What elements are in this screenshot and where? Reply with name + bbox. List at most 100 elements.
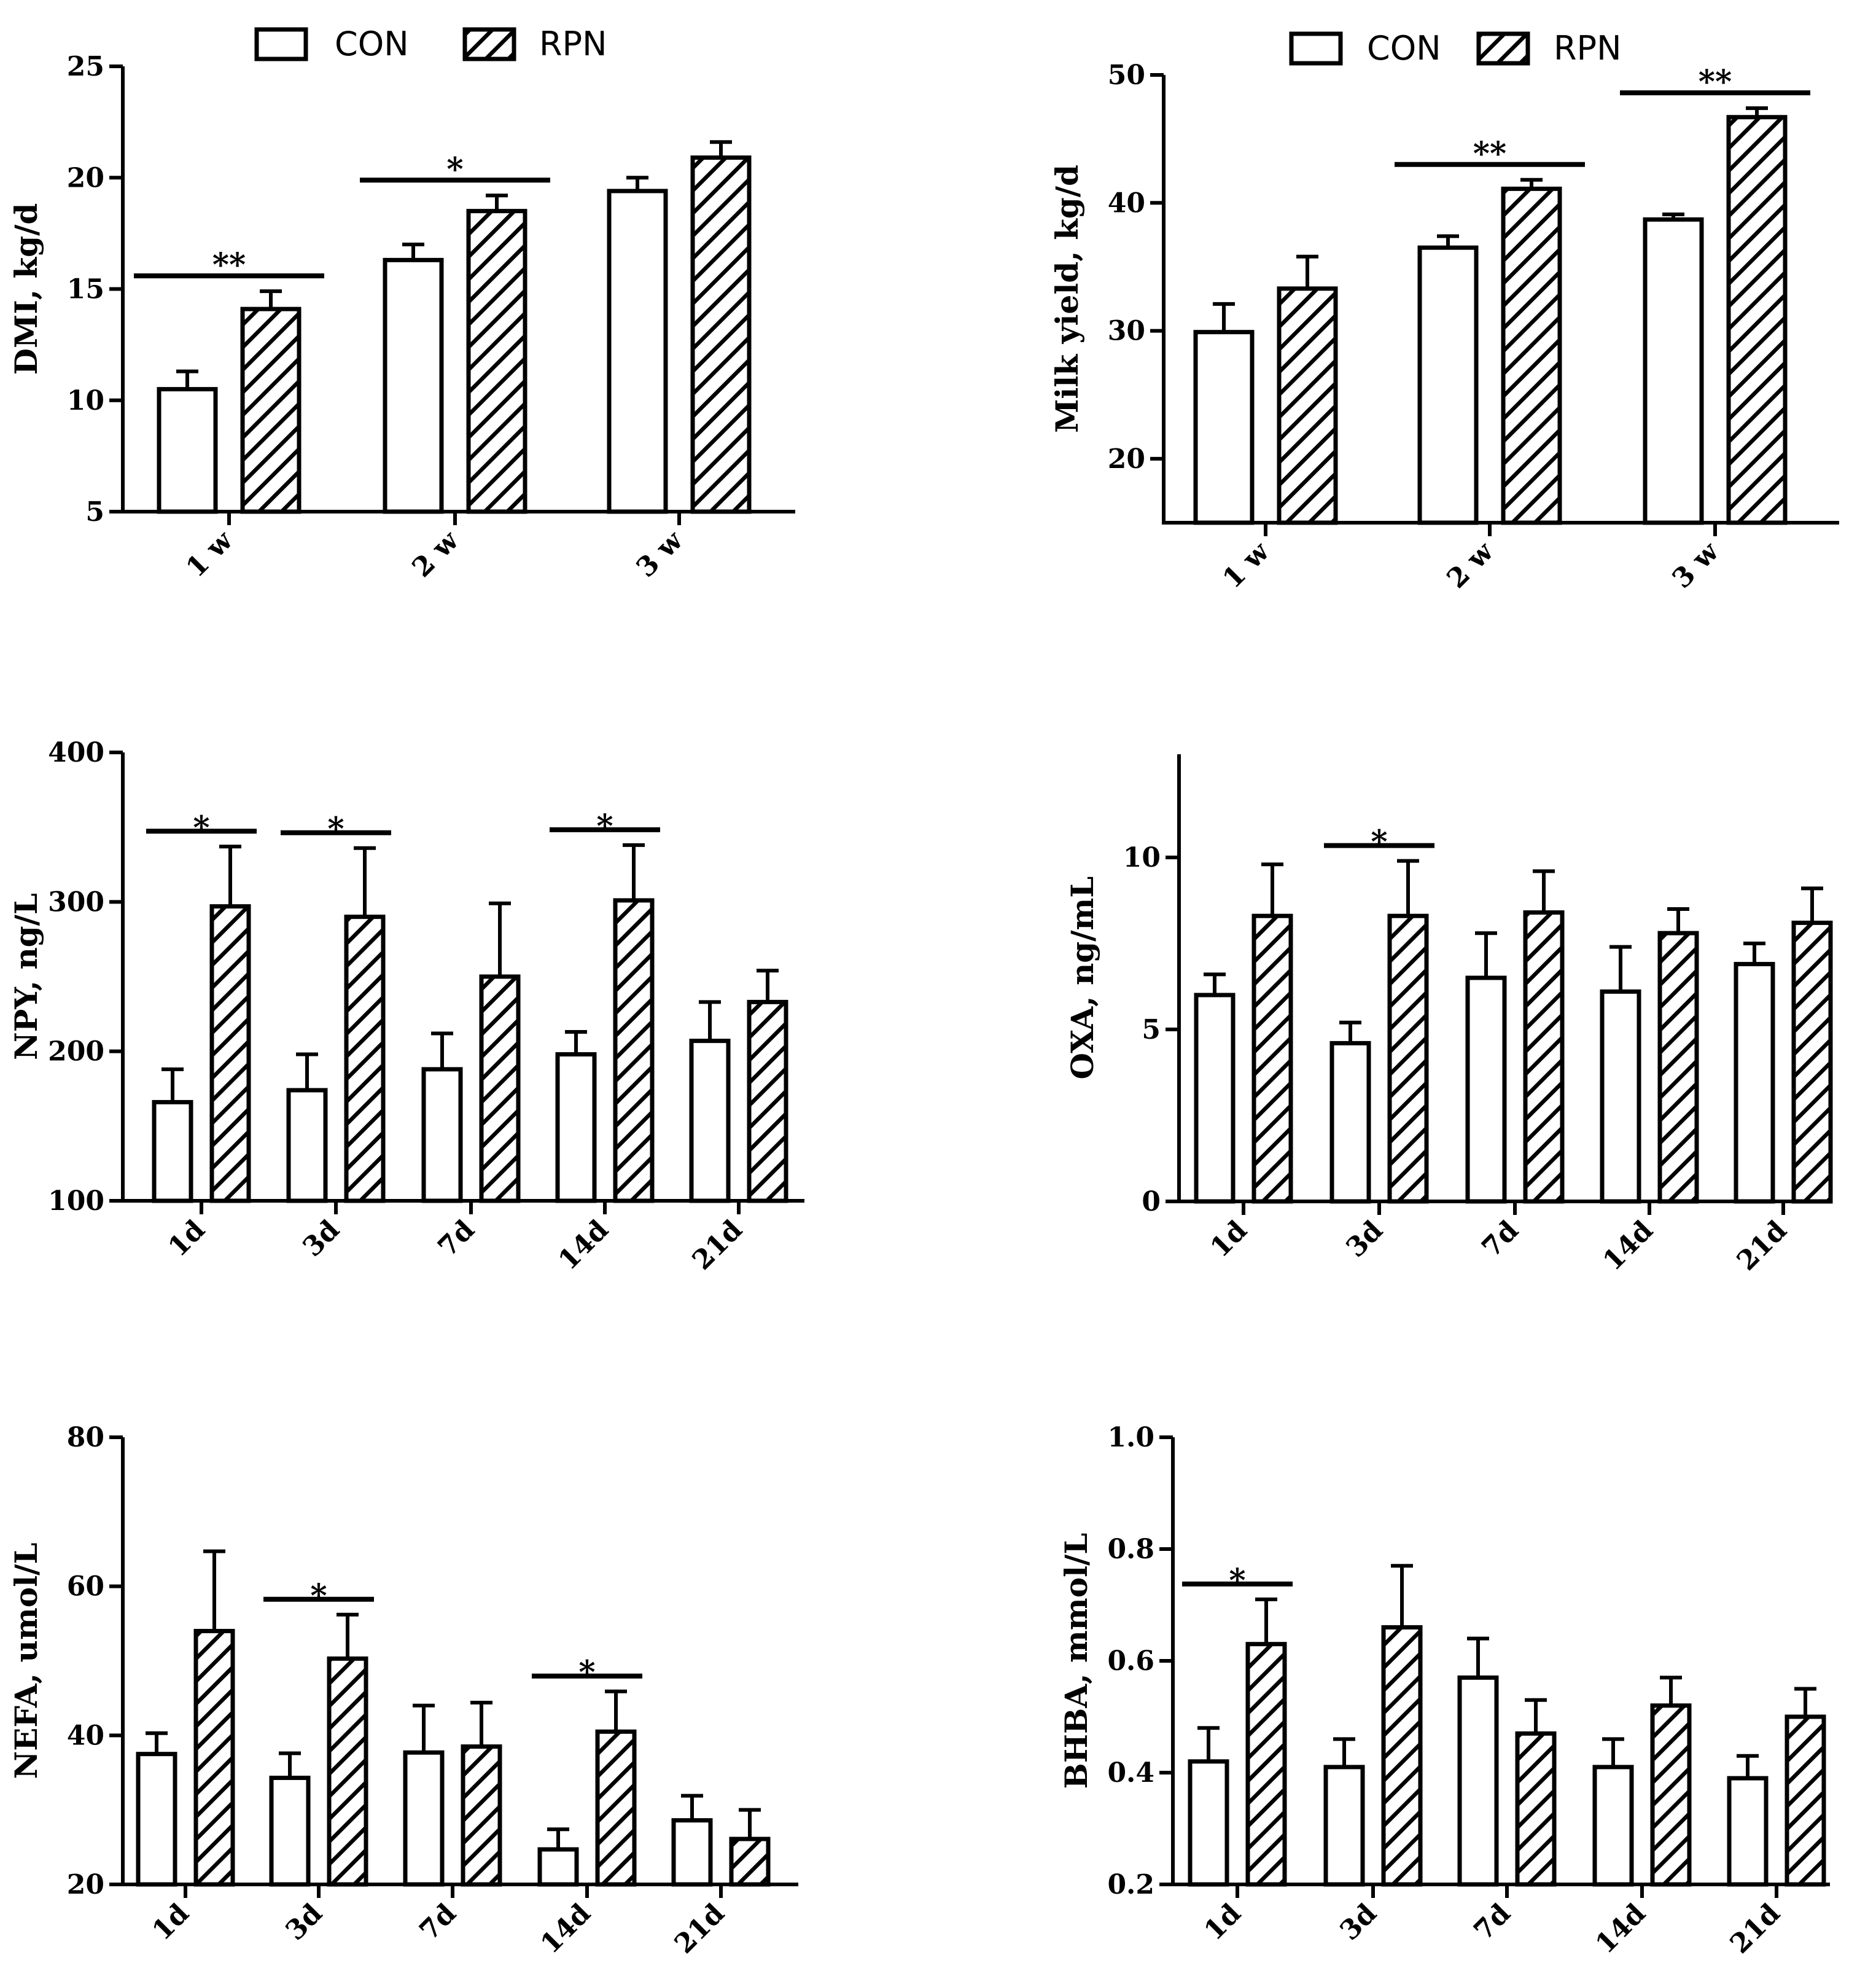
significance-label: * [578, 1654, 595, 1692]
bar-rpn [479, 974, 521, 1203]
bar-con [286, 1088, 328, 1203]
x-tick-label: 7d [413, 1898, 462, 1946]
bar-con [537, 1847, 579, 1887]
significance-label: * [446, 150, 463, 188]
bar-con [152, 1099, 193, 1203]
legend-2: CON RPN [1289, 29, 1621, 68]
bar-con [269, 1775, 311, 1887]
bar-rpn [1515, 1731, 1557, 1887]
bar-con [1592, 1765, 1634, 1887]
panel-oxa: 0 5 10 OXA, ng/mL 1d 3d 7d 14d 21d * [1064, 754, 1833, 1277]
x-tick-label: 14d [1597, 1215, 1659, 1277]
y-tick-label: 200 [48, 1036, 104, 1068]
y-tick-label: 0.6 [1107, 1645, 1154, 1677]
bar-con [689, 1039, 731, 1203]
x-tick-label: 2 w [1441, 536, 1500, 595]
y-tick-label: 0.8 [1107, 1534, 1154, 1565]
x-tick-label: 3d [279, 1898, 328, 1946]
bar-rpn [1726, 115, 1788, 525]
x-tick-label: 1d [1198, 1898, 1247, 1946]
bar-con [403, 1750, 445, 1887]
x-tick-label: 3d [297, 1214, 345, 1263]
x-tick-label: 1d [162, 1214, 211, 1263]
bar-con [1457, 1675, 1499, 1887]
x-tick-label: 1 w [1216, 536, 1275, 595]
y-tick-label: 300 [48, 886, 104, 918]
bar-con [1734, 962, 1775, 1204]
legend-label-con: CON [1367, 29, 1441, 68]
bar-con [136, 1752, 177, 1887]
y-tick-label: 5 [1142, 1014, 1161, 1045]
bar-con [1188, 1759, 1229, 1887]
y-axis-title: NEFA, umol/L [8, 1542, 44, 1779]
legend-swatch-con [1289, 31, 1343, 66]
y-tick-label: 400 [48, 737, 104, 768]
y-axis-title: DMI, kg/d [8, 203, 44, 375]
significance-label: * [310, 1577, 327, 1615]
legend-swatch-rpn [1476, 31, 1530, 66]
bar-rpn [1657, 931, 1699, 1204]
x-tick-label: 14d [1590, 1898, 1652, 1960]
bar-rpn [747, 999, 788, 1203]
significance-label: * [327, 811, 344, 848]
bar-rpn [209, 904, 251, 1203]
bar-con [157, 387, 218, 514]
x-tick-label: 3 w [630, 525, 689, 584]
x-tick-label: 3d [1340, 1215, 1388, 1263]
x-tick-label: 3d [1334, 1898, 1382, 1946]
y-axis-title: NPY, ng/L [8, 893, 44, 1060]
y-tick-label: 40 [1108, 187, 1145, 219]
y-tick-label: 25 [67, 51, 104, 82]
bar-rpn [1277, 286, 1338, 525]
significance-label: * [1229, 1562, 1245, 1599]
x-tick-label: 7d [432, 1214, 480, 1263]
bar-rpn [240, 306, 302, 514]
y-tick-label: 10 [1123, 842, 1161, 873]
bar-con [671, 1818, 713, 1887]
x-tick-label: 7d [1468, 1898, 1516, 1946]
y-tick-label: 20 [67, 162, 104, 193]
bar-rpn [1650, 1703, 1692, 1887]
y-tick-label: 20 [67, 1869, 104, 1900]
significance-label: ** [1473, 135, 1506, 173]
bar-con [383, 257, 444, 514]
panel-bhba: 0.2 0.4 0.6 0.8 1.0 BHBA, mmol/L 1d 3d 7d 14d 21d * [1058, 1422, 1830, 1960]
x-tick-label: 1d [1204, 1215, 1253, 1263]
bar-rpn [1387, 913, 1429, 1204]
y-tick-label: 0.4 [1107, 1757, 1154, 1789]
bar-con [1329, 1040, 1371, 1204]
x-tick-label: 21d [669, 1898, 731, 1960]
bar-rpn [1501, 186, 1562, 525]
bar-con [1643, 217, 1704, 525]
bar-con [607, 189, 668, 514]
bar-rpn [1381, 1625, 1423, 1887]
bar-con [421, 1067, 463, 1203]
x-tick-label: 7d [1476, 1215, 1524, 1263]
bar-con [1193, 330, 1255, 525]
bar-con [1417, 245, 1479, 525]
bar-con [1600, 989, 1641, 1204]
bar-con [1323, 1765, 1365, 1887]
panel-npy: 100 200 300 400 NPY, ng/L 1d 3d 7d 14d 21d * * * [8, 737, 804, 1276]
bar-rpn [461, 1744, 502, 1887]
y-tick-label: 10 [67, 385, 104, 416]
bar-con [1194, 993, 1236, 1204]
bar-rpn [1251, 913, 1293, 1204]
y-tick-label: 15 [67, 274, 104, 305]
x-tick-label: 21d [1731, 1215, 1793, 1277]
legend-swatch-rpn [462, 27, 516, 61]
bar-rpn [595, 1729, 637, 1887]
significance-label: ** [212, 246, 246, 284]
legend-label-con: CON [335, 25, 409, 63]
y-tick-label: 100 [48, 1185, 104, 1217]
y-tick-label: 20 [1108, 443, 1145, 475]
y-axis-title: Milk yield, kg/d [1049, 165, 1085, 433]
x-tick-label: 3 w [1666, 536, 1725, 595]
panel-milk: 20 30 40 50 Milk yield, kg/d 1 w 2 w 3 w ** ** [1049, 60, 1839, 595]
x-tick-label: 2 w [406, 525, 465, 584]
x-tick-label: 21d [687, 1214, 749, 1276]
panel-nefa: 20 40 60 80 NEFA, umol/L 1d 3d 7d 14d 21d * * [8, 1422, 798, 1960]
